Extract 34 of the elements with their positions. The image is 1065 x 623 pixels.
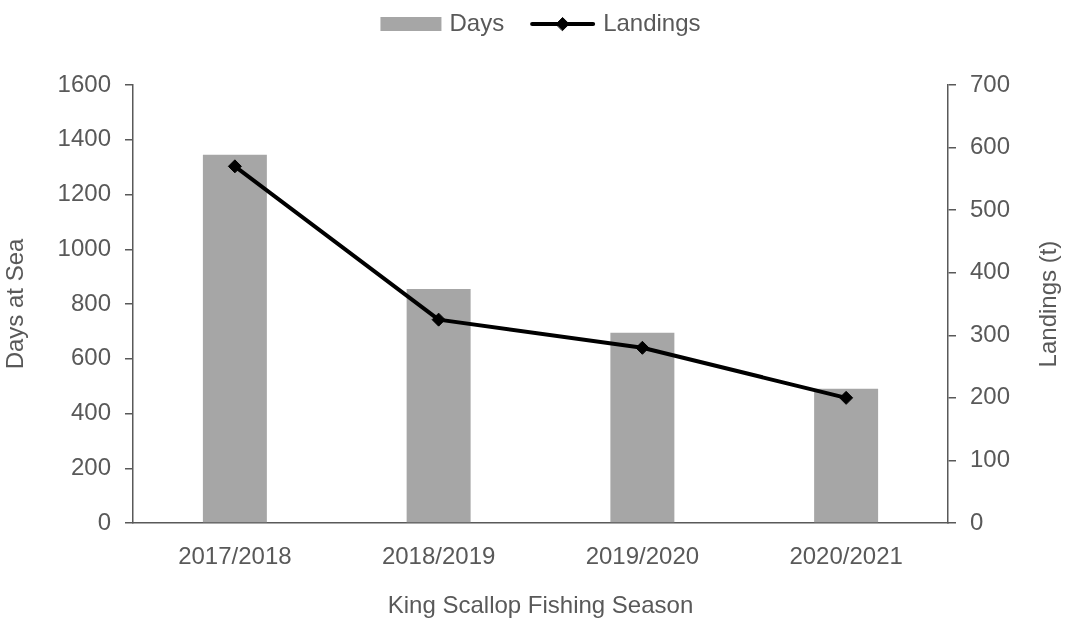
x-tick-label: 2019/2020 bbox=[585, 542, 700, 570]
point bbox=[431, 312, 446, 327]
y-tick-label: 400 bbox=[70, 398, 111, 426]
y2-tick-label: 500 bbox=[970, 194, 1011, 222]
y-axis-title: Days at Sea bbox=[1, 237, 29, 370]
y2-axis-title: Landings (t) bbox=[1033, 240, 1061, 368]
legend-label: Landings bbox=[603, 8, 701, 36]
point bbox=[635, 340, 650, 355]
y-tick-label: 1400 bbox=[57, 124, 111, 152]
y2-tick-label: 100 bbox=[970, 445, 1011, 473]
y-tick-label: 1200 bbox=[57, 179, 111, 207]
y-tick-label: 600 bbox=[70, 343, 111, 371]
y-tick-label: 1600 bbox=[57, 69, 111, 97]
bar bbox=[202, 154, 267, 523]
point bbox=[839, 390, 854, 405]
y2-tick-label: 200 bbox=[970, 382, 1011, 410]
bar bbox=[814, 388, 879, 523]
legend-label: Days bbox=[449, 8, 505, 36]
y-tick-label: 0 bbox=[97, 507, 111, 535]
x-axis-title: King Scallop Fishing Season bbox=[387, 591, 694, 619]
y-tick-label: 800 bbox=[70, 288, 111, 316]
point bbox=[227, 159, 242, 174]
y2-tick-label: 600 bbox=[970, 132, 1011, 160]
y2-tick-label: 400 bbox=[970, 257, 1011, 285]
y2-tick-label: 0 bbox=[970, 507, 984, 535]
y2-tick-label: 300 bbox=[970, 319, 1011, 347]
x-tick-label: 2017/2018 bbox=[178, 542, 292, 570]
y-tick-label: 1000 bbox=[57, 233, 111, 261]
x-tick-label: 2020/2021 bbox=[789, 542, 903, 570]
y-tick-label: 200 bbox=[70, 452, 111, 480]
bar bbox=[406, 288, 471, 523]
y2-tick-label: 700 bbox=[970, 69, 1011, 97]
bar bbox=[610, 332, 675, 523]
x-tick-label: 2018/2019 bbox=[381, 542, 496, 570]
